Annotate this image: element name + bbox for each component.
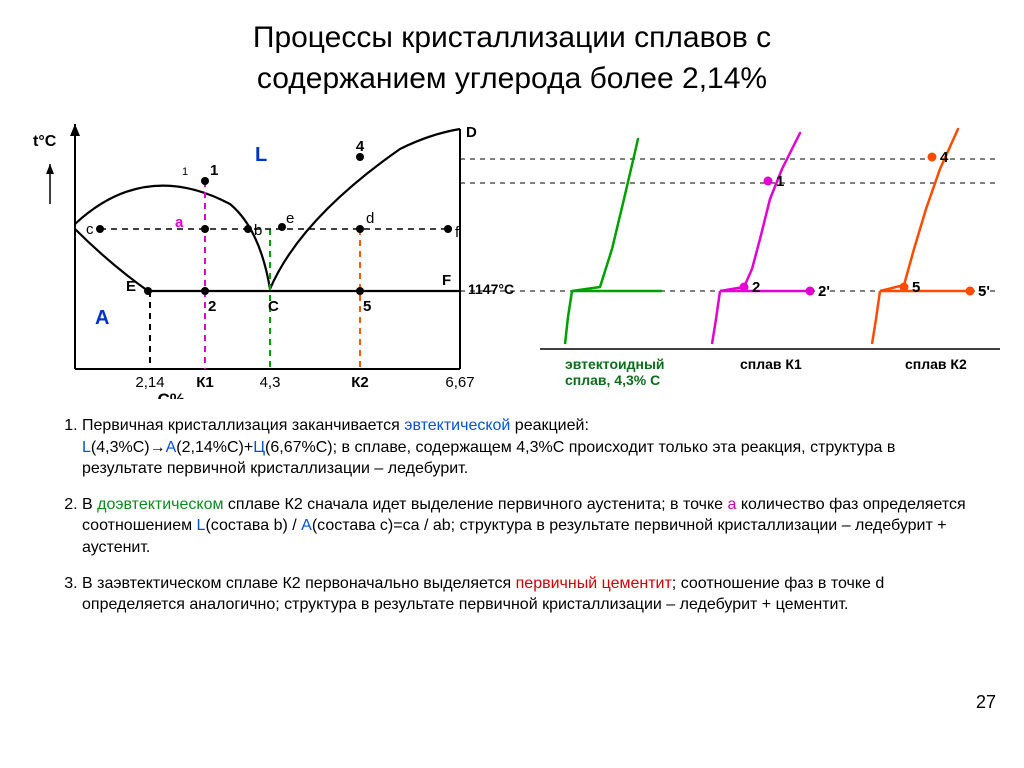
diagram-area: t°C2,14К14,3К26,67C%c11abedf4DECF251147°… [0,109,1024,409]
svg-text:D: D [466,124,477,141]
svg-text:4: 4 [940,149,949,166]
svg-text:1: 1 [182,166,188,178]
svg-text:c: c [86,221,94,238]
svg-text:e: e [286,210,294,227]
svg-text:сплав, 4,3% С: сплав, 4,3% С [565,372,660,388]
svg-text:1147°C: 1147°C [468,281,514,297]
svg-text:F: F [442,272,451,289]
slide-number: 27 [976,692,996,713]
svg-text:t°C: t°C [33,133,57,150]
svg-text:6,67: 6,67 [445,374,474,391]
svg-text:эвтектоидный: эвтектоидный [565,356,665,372]
svg-text:сплав К2: сплав К2 [905,356,967,372]
notes-list: Первичная кристаллизация заканчивается э… [60,415,974,616]
svg-text:E: E [126,278,136,295]
slide-title: Процессы кристаллизации сплавов ссодержа… [60,18,964,99]
svg-text:A: A [95,307,109,329]
svg-text:d: d [366,210,374,227]
svg-text:L: L [255,144,267,166]
svg-text:2': 2' [818,283,830,300]
svg-text:2: 2 [752,279,760,296]
svg-text:2,14: 2,14 [135,374,164,391]
svg-text:1: 1 [776,173,784,190]
svg-text:5': 5' [978,283,990,300]
svg-text:1: 1 [210,162,218,179]
svg-text:К1: К1 [196,374,214,391]
svg-text:b: b [254,222,262,239]
svg-text:a: a [175,214,184,231]
svg-text:сплав К1: сплав К1 [740,356,802,372]
svg-text:4: 4 [356,138,365,155]
svg-text:К2: К2 [351,374,369,391]
svg-text:C%: C% [158,390,185,399]
svg-text:4,3: 4,3 [260,374,281,391]
svg-text:5: 5 [912,279,920,296]
svg-text:5: 5 [363,298,371,315]
svg-text:2: 2 [208,298,216,315]
svg-text:C: C [268,298,279,315]
